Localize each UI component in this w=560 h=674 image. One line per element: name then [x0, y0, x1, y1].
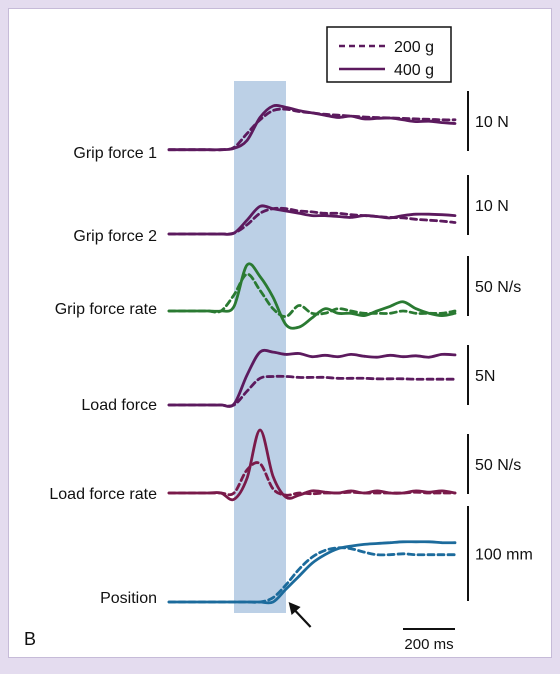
highlight-layer — [234, 81, 286, 613]
load-force-trace-400-g — [167, 348, 457, 408]
force-traces-chart: Grip force 1 Grip force 2 Grip force rate L… — [24, 26, 533, 653]
grip-force-1-label: Grip force 1 — [73, 145, 157, 162]
grip-force-1-trace-200-g — [167, 107, 457, 152]
labels-layer: Grip force 1 Grip force 2 Grip force rate L… — [49, 145, 157, 607]
arrow-shaft — [293, 609, 312, 628]
grip-force-rate-label: Grip force rate — [55, 301, 157, 318]
grip-force-2-trace-400-g — [167, 204, 457, 236]
grip-force-rate-trace-400-g — [167, 262, 457, 330]
position-trace-200-g — [167, 546, 457, 604]
time-scale-bar: 200 ms — [403, 628, 455, 653]
grip-force-1-trace-400-g — [167, 103, 457, 152]
grip-force-rate-scale-label: 50 N/s — [475, 279, 521, 296]
highlight-window — [234, 81, 286, 613]
legend: 200 g 400 g — [326, 26, 452, 83]
position-trace-400-g — [167, 540, 457, 605]
load-force-rate-label: Load force rate — [49, 486, 157, 503]
legend-label-200g: 200 g — [394, 39, 434, 56]
grip-force-2-scale-label: 10 N — [475, 198, 509, 215]
scale-bars-layer: 10 N 10 N 50 N/s 5N 50 N/s 100 mm — [467, 91, 533, 601]
load-force-trace-200-g — [167, 374, 457, 408]
legend-label-400g: 400 g — [394, 62, 434, 79]
load-force-label: Load force — [81, 397, 157, 414]
figure-panel: Grip force 1 Grip force 2 Grip force rate L… — [8, 8, 552, 658]
legend-box — [326, 26, 452, 83]
time-scale-label: 200 ms — [404, 636, 453, 653]
panel-label: B — [24, 629, 36, 649]
arrow-head — [288, 602, 301, 615]
grip-force-2-label: Grip force 2 — [73, 228, 157, 245]
grip-force-2-trace-200-g — [167, 206, 457, 236]
position-label: Position — [100, 590, 157, 607]
grip-force-rate-trace-200-g — [167, 272, 457, 318]
load-force-scale-label: 5N — [475, 368, 495, 385]
traces-layer — [167, 103, 457, 605]
position-scale-label: 100 mm — [475, 547, 533, 564]
load-force-rate-scale-label: 50 N/s — [475, 457, 521, 474]
grip-force-1-scale-label: 10 N — [475, 114, 509, 131]
onset-arrow — [288, 602, 312, 628]
load-force-rate-trace-400-g — [167, 428, 457, 502]
